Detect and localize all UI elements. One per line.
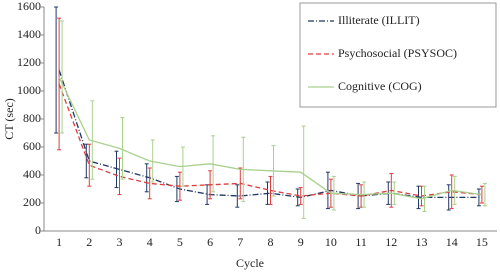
y-tick-label: 400 bbox=[23, 167, 41, 181]
y-tick-label: 800 bbox=[23, 111, 41, 125]
legend-label: Cognitive (COG) bbox=[338, 79, 422, 93]
x-tick-label: 13 bbox=[416, 235, 428, 249]
x-axis-label: Cycle bbox=[236, 256, 264, 270]
legend-label: Illiterate (ILLIT) bbox=[338, 13, 420, 27]
series-line bbox=[58, 69, 482, 199]
y-tick-label: 1400 bbox=[17, 27, 41, 41]
legend-box bbox=[299, 2, 497, 108]
y-tick-label: 1000 bbox=[17, 83, 41, 97]
x-tick-label: 12 bbox=[385, 235, 397, 249]
x-tick-label: 3 bbox=[117, 235, 123, 249]
y-tick-label: 200 bbox=[23, 195, 41, 209]
legend-label: Psychosocial (PSYSOC) bbox=[338, 46, 457, 60]
series-line bbox=[58, 83, 482, 197]
x-tick-label: 9 bbox=[298, 235, 304, 249]
x-tick-label: 10 bbox=[325, 235, 337, 249]
y-tick-label: 0 bbox=[35, 223, 41, 237]
x-tick-label: 14 bbox=[446, 235, 458, 249]
x-tick-label: 6 bbox=[207, 235, 213, 249]
x-tick-label: 11 bbox=[355, 235, 367, 249]
y-tick-label: 600 bbox=[23, 139, 41, 153]
series-line bbox=[58, 76, 482, 200]
y-tick-label: 1600 bbox=[17, 0, 41, 13]
x-tick-label: 8 bbox=[268, 235, 274, 249]
x-tick-label: 15 bbox=[476, 235, 488, 249]
y-axis-label: CT (sec) bbox=[2, 98, 16, 139]
x-tick-label: 7 bbox=[237, 235, 243, 249]
x-tick-label: 4 bbox=[147, 235, 153, 249]
x-tick-label: 2 bbox=[86, 235, 92, 249]
x-tick-label: 5 bbox=[177, 235, 183, 249]
y-tick-label: 1200 bbox=[17, 55, 41, 69]
x-tick-label: 1 bbox=[56, 235, 62, 249]
